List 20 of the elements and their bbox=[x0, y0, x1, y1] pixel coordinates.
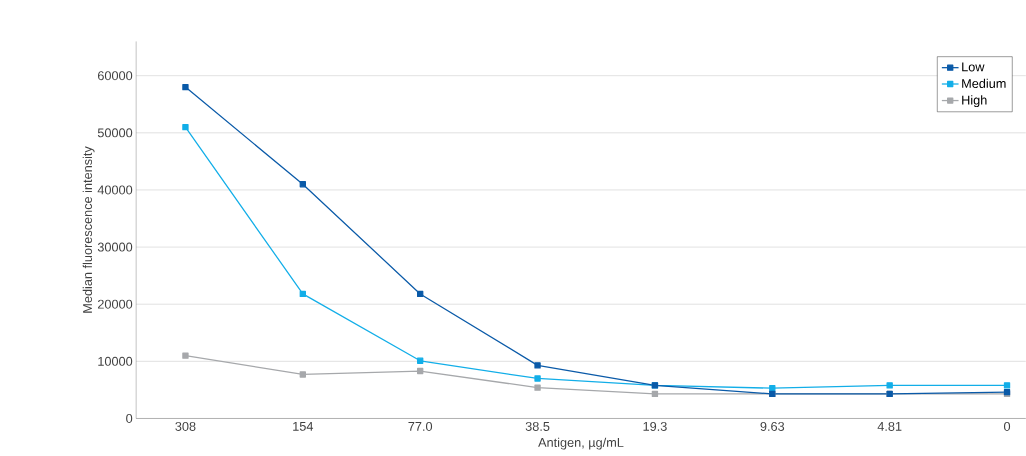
x-tick-label: 0 bbox=[1003, 422, 1011, 432]
x-tick-label: 154 bbox=[293, 422, 314, 431]
y-tick-label: 60000 bbox=[97, 71, 133, 81]
y-tick-label: 20000 bbox=[97, 299, 133, 309]
x-tick-label: 77.0 bbox=[408, 422, 433, 432]
y-tick-label: 10000 bbox=[98, 357, 133, 367]
legend-label: High bbox=[962, 95, 987, 108]
x-tick-label: 19.3 bbox=[643, 422, 667, 432]
x-tick-label: 4.81 bbox=[877, 422, 902, 432]
legend-label: Low bbox=[962, 62, 985, 72]
y-axis-title: Median fluorescence intensity bbox=[82, 146, 95, 313]
legend-label: Medium bbox=[962, 78, 1006, 89]
x-tick-label: 38.5 bbox=[525, 422, 550, 432]
x-tick-label: 308 bbox=[175, 422, 196, 432]
y-tick-label: 40000 bbox=[97, 185, 133, 195]
x-tick-label: 9.63 bbox=[760, 422, 785, 432]
y-tick-label: 30000 bbox=[97, 242, 133, 252]
x-axis-title: Antigen, µg/mL bbox=[538, 437, 624, 450]
y-tick-label: 0 bbox=[126, 414, 133, 424]
y-tick-label: 50000 bbox=[97, 128, 133, 138]
